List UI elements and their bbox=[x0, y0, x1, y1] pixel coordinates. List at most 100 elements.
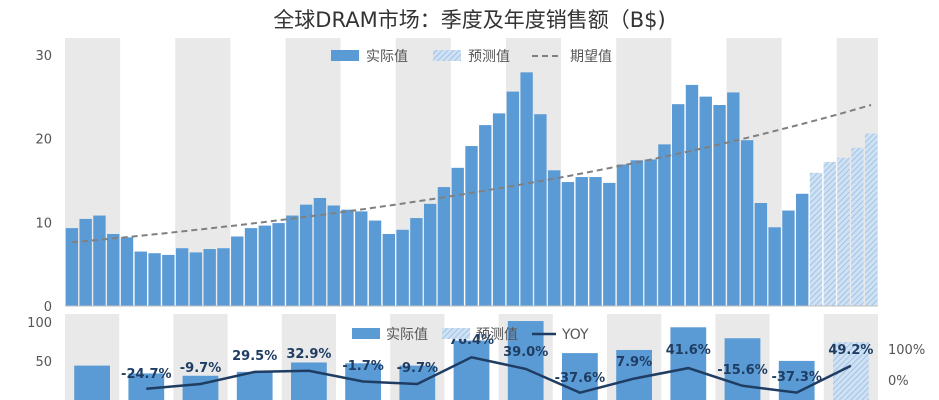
annual-actual-bar bbox=[236, 371, 273, 400]
actual-bar bbox=[782, 210, 795, 306]
legend: 实际值 预测值 YOY bbox=[352, 327, 589, 343]
yoy-label: 29.5% bbox=[232, 349, 277, 364]
actual-bar bbox=[506, 91, 520, 306]
actual-bar bbox=[796, 193, 809, 306]
legend-label-expected: 期望值 bbox=[570, 49, 612, 65]
annual-actual-bar bbox=[453, 340, 490, 400]
actual-bar bbox=[286, 215, 299, 306]
annual-actual-bar bbox=[616, 349, 652, 400]
forecast-bar bbox=[823, 161, 836, 306]
actual-bar bbox=[396, 229, 409, 306]
chart-title: 全球DRAM市场：季度及年度销售额（B$) bbox=[273, 8, 666, 32]
actual-bar bbox=[341, 209, 354, 306]
actual-bar bbox=[189, 252, 203, 306]
actual-bar bbox=[382, 233, 396, 306]
actual-bar bbox=[299, 204, 313, 306]
actual-bar bbox=[368, 220, 382, 306]
actual-bar bbox=[727, 92, 740, 306]
actual-bar bbox=[589, 177, 602, 306]
actual-bar bbox=[410, 218, 423, 306]
yoy-label: -9.7% bbox=[397, 361, 438, 376]
actual-bar bbox=[93, 215, 106, 306]
actual-bar bbox=[437, 187, 451, 306]
legend-label-forecast: 预测值 bbox=[468, 49, 510, 65]
y-tick-label: 0 bbox=[44, 300, 52, 315]
yoy-label: 32.9% bbox=[286, 347, 331, 362]
forecast-bar bbox=[837, 157, 850, 306]
yoy-label: 49.2% bbox=[828, 343, 873, 358]
legend: 实际值 预测值 期望值 bbox=[331, 49, 612, 65]
actual-bar bbox=[630, 160, 644, 306]
yoy-label: 39.0% bbox=[503, 345, 548, 360]
annual-actual-bar bbox=[670, 327, 707, 400]
yoy-label: -15.6% bbox=[717, 363, 768, 378]
actual-bar bbox=[65, 228, 79, 306]
annual-actual-bar bbox=[182, 375, 219, 400]
actual-bar bbox=[465, 146, 478, 306]
actual-bar bbox=[616, 164, 630, 306]
forecast-bar bbox=[809, 172, 823, 306]
forecast-bar bbox=[851, 147, 864, 306]
actual-bar bbox=[203, 249, 216, 306]
yoy-label: -37.3% bbox=[771, 370, 822, 385]
yoy-label: -24.7% bbox=[121, 367, 172, 382]
actual-bar bbox=[603, 182, 616, 306]
yoy-label: -9.7% bbox=[180, 361, 221, 376]
actual-bar bbox=[740, 140, 754, 306]
yoy-label: 41.6% bbox=[666, 343, 711, 358]
yoy-label: -37.6% bbox=[555, 371, 606, 386]
actual-bar bbox=[217, 248, 230, 306]
actual-bar bbox=[423, 203, 437, 306]
y2-tick-label: 0% bbox=[888, 374, 909, 389]
actual-bar bbox=[258, 225, 271, 306]
actual-bar bbox=[713, 105, 726, 306]
y-tick-label: 30 bbox=[35, 49, 52, 64]
actual-bar bbox=[272, 223, 285, 306]
y-tick-label: 20 bbox=[35, 133, 52, 148]
actual-bar bbox=[120, 237, 134, 306]
actual-bar bbox=[534, 114, 547, 307]
actual-bar bbox=[520, 72, 533, 307]
actual-bar bbox=[355, 211, 368, 306]
annual-actual-bar bbox=[724, 338, 761, 400]
actual-bar bbox=[451, 167, 464, 306]
actual-bar bbox=[768, 227, 781, 306]
legend-label-forecast: 预测值 bbox=[476, 327, 518, 343]
actual-bar bbox=[107, 233, 120, 306]
legend-swatch-forecast bbox=[442, 328, 470, 339]
actual-bar bbox=[644, 159, 657, 306]
actual-bar bbox=[547, 170, 561, 306]
expected-trend-line bbox=[71, 104, 872, 244]
actual-bar bbox=[699, 96, 712, 306]
actual-bar bbox=[134, 251, 147, 306]
actual-bar bbox=[175, 248, 189, 306]
legend-label-actual: 实际值 bbox=[366, 49, 408, 65]
y2-tick-label: 100% bbox=[888, 343, 925, 358]
actual-bar bbox=[162, 254, 175, 306]
y-tick-label: 50 bbox=[35, 355, 52, 370]
legend-swatch-actual bbox=[331, 50, 359, 61]
actual-bar bbox=[754, 202, 768, 306]
actual-bar bbox=[79, 218, 92, 306]
yoy-label: -1.7% bbox=[342, 359, 383, 374]
y-tick-label: 100 bbox=[27, 316, 52, 331]
actual-bar bbox=[231, 236, 244, 306]
actual-bar bbox=[244, 228, 258, 306]
actual-bar bbox=[479, 125, 492, 306]
yoy-label: 7.9% bbox=[616, 355, 652, 370]
annual-actual-bar bbox=[74, 365, 110, 400]
actual-bar bbox=[492, 113, 506, 306]
legend-label-actual: 实际值 bbox=[386, 327, 428, 343]
yoy-line bbox=[146, 355, 852, 395]
actual-bar bbox=[313, 197, 327, 306]
legend-label-yoy: YOY bbox=[561, 327, 589, 343]
actual-bar bbox=[658, 144, 671, 306]
legend-swatch-forecast bbox=[433, 50, 461, 61]
actual-bar bbox=[327, 205, 340, 306]
legend-swatch-actual bbox=[352, 328, 380, 339]
forecast-bar bbox=[864, 133, 878, 306]
quarterly-sales-chart: 0 10 20 30 实际值 预测值 期望值 bbox=[35, 38, 878, 315]
actual-bar bbox=[561, 182, 575, 306]
